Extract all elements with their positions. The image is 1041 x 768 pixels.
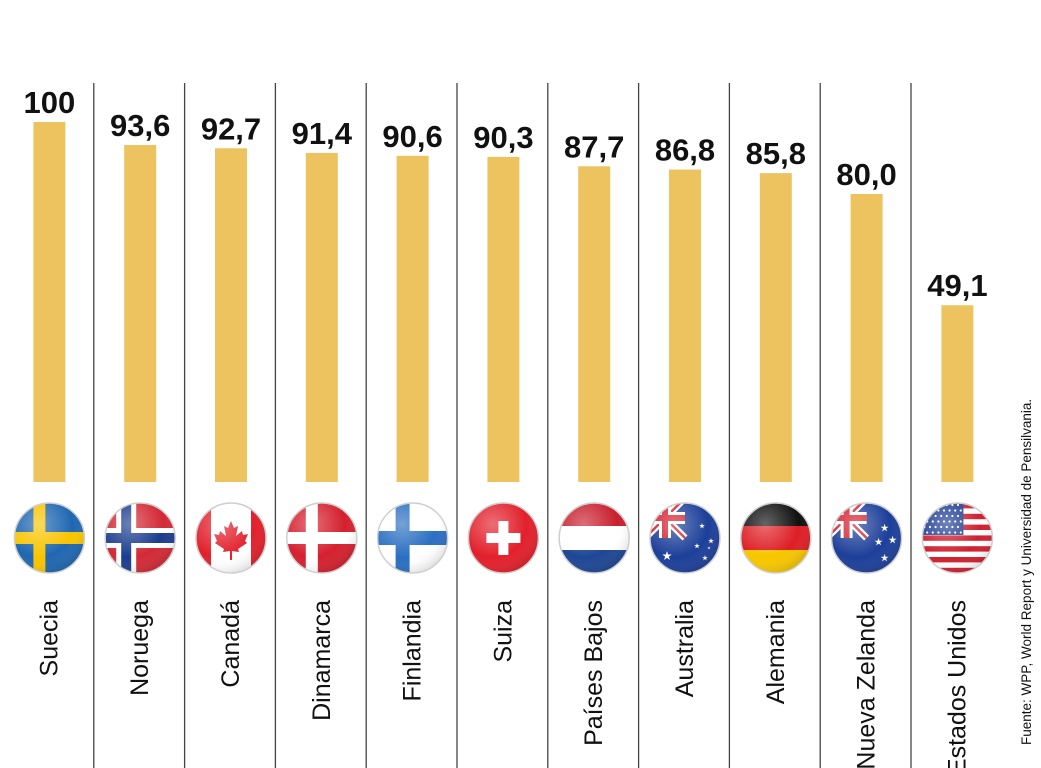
bar-6 [578, 166, 611, 482]
bar-10 [941, 305, 974, 482]
value-label: 86,8 [655, 133, 715, 168]
netherlands-flag-icon [558, 502, 630, 574]
bar-7 [669, 169, 701, 482]
bar-9 [850, 194, 883, 482]
denmark-flag-icon [286, 502, 358, 574]
value-label: 87,7 [564, 129, 624, 164]
bar-3 [305, 152, 338, 482]
value-label: 92,7 [201, 111, 261, 146]
category-label: Suecia [35, 600, 63, 677]
category-label: Noruega [126, 600, 154, 696]
category-label: Australia [671, 600, 699, 697]
column-separators [93, 83, 912, 768]
category-label: Nueva Zelanda [853, 600, 881, 768]
bar-5 [487, 156, 520, 483]
category-label: Países Bajos [580, 600, 608, 746]
value-labels-group: 100 93,6 92,7 91,4 90,6 90,3 87,7 86,8 85,8 80,0 4… [24, 85, 988, 303]
value-label: 90,6 [382, 119, 442, 154]
finland-flag-icon [376, 502, 449, 574]
source-note: Fuente: WPP, World Report y Universidad … [1019, 399, 1034, 745]
category-label: Finlandia [399, 600, 427, 702]
category-label: Alemania [762, 600, 790, 704]
bar-0 [33, 122, 66, 482]
bar-4 [396, 155, 429, 482]
bars-group [33, 122, 974, 483]
value-label: 100 [24, 85, 76, 120]
value-label: 90,3 [473, 120, 533, 155]
bar-1 [124, 145, 157, 483]
value-label: 85,8 [746, 136, 806, 171]
value-label: 93,6 [110, 108, 170, 143]
canada-flag-icon [195, 502, 267, 574]
new-zealand-flag-icon [830, 502, 903, 574]
value-label: 80,0 [836, 157, 896, 192]
category-label: Estados Unidos [943, 600, 971, 768]
flags-group [13, 502, 994, 574]
value-label: 91,4 [292, 116, 353, 151]
value-label: 49,1 [927, 268, 987, 303]
australia-flag-icon [649, 502, 721, 574]
category-label: Dinamarca [308, 600, 336, 721]
bar-2 [215, 148, 247, 482]
switzerland-flag-icon [467, 502, 540, 574]
category-label: Suiza [489, 600, 517, 663]
category-label: Canadá [217, 600, 245, 688]
usa-flag-icon [921, 502, 994, 574]
germany-flag-icon [740, 502, 812, 574]
bar-8 [759, 173, 792, 482]
sweden-flag-icon [13, 502, 86, 574]
category-labels-group: Suecia Noruega Canadá Dinamarca Finlandia Sui… [35, 600, 971, 768]
norway-flag-icon [104, 502, 176, 574]
